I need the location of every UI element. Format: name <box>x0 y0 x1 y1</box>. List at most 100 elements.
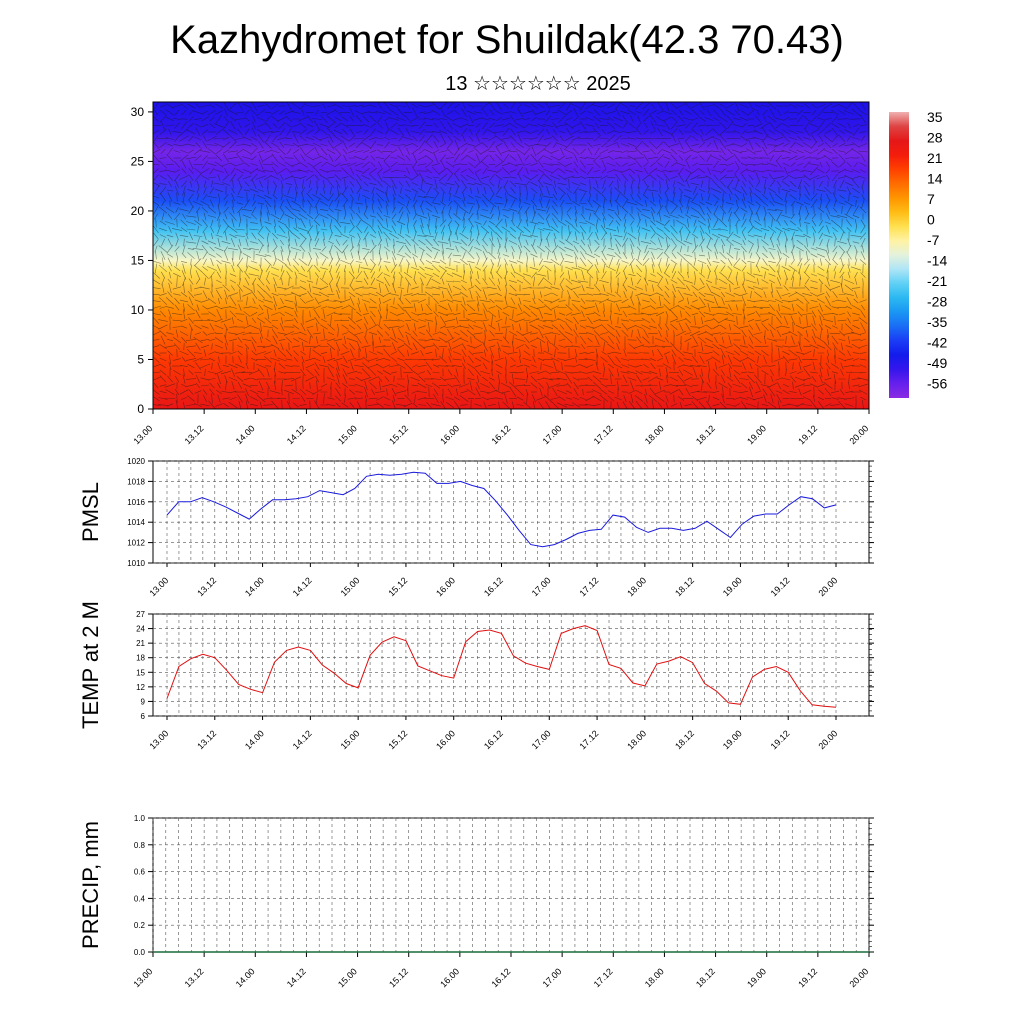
ytick-label: 6 <box>141 712 146 721</box>
heat-ytick-label: 25 <box>131 154 145 168</box>
xtick-label: 14.12 <box>291 728 314 751</box>
series-line <box>166 471 837 548</box>
colorbar-label: -21 <box>927 273 947 289</box>
xtick-label: 13.00 <box>147 575 170 598</box>
xtick-label: 18.12 <box>694 966 717 989</box>
heat-xtick-label: 13.00 <box>131 423 154 446</box>
xtick-label: 18.12 <box>673 575 696 598</box>
xtick-label: 16.12 <box>482 728 505 751</box>
heat-xtick-label: 14.00 <box>234 423 257 446</box>
series-line <box>166 625 837 708</box>
ylabel: PMSL <box>78 482 103 542</box>
colorbar-label: -7 <box>927 232 940 248</box>
xtick-label: 19.12 <box>769 575 792 598</box>
xtick-label: 16.00 <box>434 575 457 598</box>
xtick-label: 14.00 <box>243 728 266 751</box>
ytick-label: 0.2 <box>134 921 146 930</box>
chart-subtitle: 13 ☆☆☆☆☆☆ 2025 <box>445 73 631 95</box>
xtick-label: 16.12 <box>482 575 505 598</box>
colorbar-label: 14 <box>927 171 943 187</box>
xtick-label: 17.00 <box>541 966 564 989</box>
ytick-label: 0.4 <box>134 894 146 903</box>
xtick-label: 14.12 <box>291 575 314 598</box>
xtick-label: 15.00 <box>339 728 362 751</box>
ytick-label: 0.0 <box>134 948 146 957</box>
heat-xtick-label: 19.12 <box>796 423 819 446</box>
xtick-label: 13.12 <box>183 966 206 989</box>
chart-title: Kazhydromet for Shuildak(42.3 70.43) <box>170 18 844 62</box>
ytick-label: 1018 <box>127 477 145 486</box>
colorbar-label: -49 <box>927 355 947 371</box>
temp-panel: 6 9 12 15 18 21 24 27 13.00 13.12 14.00 14.12 15.00 1… <box>78 601 874 751</box>
xtick-label: 13.12 <box>195 575 218 598</box>
xtick-label: 17.12 <box>592 966 615 989</box>
ytick-label: 1016 <box>127 498 145 507</box>
colorbar-label: -35 <box>927 314 947 330</box>
xtick-label: 17.00 <box>530 728 553 751</box>
xtick-label: 15.00 <box>336 966 359 989</box>
heat-xtick-label: 17.12 <box>592 423 615 446</box>
xtick-label: 17.00 <box>530 575 553 598</box>
xtick-label: 20.00 <box>816 728 839 751</box>
xtick-label: 13.00 <box>147 728 170 751</box>
xtick-label: 13.00 <box>131 966 154 989</box>
colorbar-label: 35 <box>927 109 943 125</box>
ytick-label: 24 <box>136 625 145 634</box>
xtick-label: 16.00 <box>438 966 461 989</box>
xtick-label: 16.12 <box>489 966 512 989</box>
panel-frame <box>152 460 870 564</box>
heat-xtick-label: 20.00 <box>847 423 870 446</box>
xtick-label: 18.00 <box>625 575 648 598</box>
heat-xtick-label: 19.00 <box>745 423 768 446</box>
xtick-label: 19.00 <box>721 575 744 598</box>
ytick-label: 18 <box>136 654 145 663</box>
xtick-label: 14.00 <box>243 575 266 598</box>
heat-xtick-label: 16.12 <box>489 423 512 446</box>
colorbar-bar <box>889 112 909 398</box>
ytick-label: 27 <box>136 610 145 619</box>
xtick-label: 18.00 <box>643 966 666 989</box>
colorbar-label: -14 <box>927 253 947 269</box>
heat-xtick-label: 15.00 <box>336 423 359 446</box>
xtick-label: 19.00 <box>721 728 744 751</box>
xtick-label: 20.00 <box>847 966 870 989</box>
ytick-label: 15 <box>136 668 145 677</box>
xtick-label: 19.12 <box>796 966 819 989</box>
heat-ytick-label: 15 <box>131 253 145 267</box>
heat-xtick-label: 14.12 <box>285 423 308 446</box>
xtick-label: 18.00 <box>625 728 648 751</box>
heat-ytick-label: 20 <box>131 204 145 218</box>
ytick-label: 1014 <box>127 518 145 527</box>
xtick-label: 15.12 <box>386 575 409 598</box>
ytick-label: 21 <box>136 639 145 648</box>
xtick-label: 15.12 <box>386 728 409 751</box>
xtick-label: 15.00 <box>339 575 362 598</box>
xtick-label: 18.12 <box>673 728 696 751</box>
heat-ytick-label: 0 <box>137 402 144 416</box>
xtick-label: 17.12 <box>577 575 600 598</box>
xtick-label: 15.12 <box>387 966 410 989</box>
cross-section-panel: 0 5 10 15 20 25 30 13.00 13.12 14.00 14.12 15.00 15.… <box>131 101 870 446</box>
xtick-label: 19.12 <box>769 728 792 751</box>
xtick-label: 17.12 <box>577 728 600 751</box>
ytick-label: 1010 <box>127 559 145 568</box>
precip-panel: 0.0 0.2 0.4 0.6 0.8 1.0 13.00 13.12 14.00 14.12 15… <box>78 814 874 989</box>
xtick-label: 14.00 <box>234 966 257 989</box>
colorbar-label: -28 <box>927 294 947 310</box>
heat-xtick-label: 18.12 <box>694 423 717 446</box>
heat-xtick-label: 16.00 <box>438 423 461 446</box>
wind-vectors <box>153 102 869 409</box>
colorbar-label: 21 <box>927 150 943 166</box>
heat-ytick-label: 30 <box>131 105 145 119</box>
colorbar-label: -42 <box>927 335 947 351</box>
ylabel: TEMP at 2 M <box>78 601 103 729</box>
xtick-label: 16.00 <box>434 728 457 751</box>
heat-xtick-label: 13.12 <box>183 423 206 446</box>
ytick-label: 12 <box>136 683 145 692</box>
heat-xtick-label: 15.12 <box>387 423 410 446</box>
ytick-label: 1012 <box>127 539 145 548</box>
xtick-label: 13.12 <box>195 728 218 751</box>
ytick-label: 1020 <box>127 457 145 466</box>
ytick-label: 9 <box>141 697 146 706</box>
